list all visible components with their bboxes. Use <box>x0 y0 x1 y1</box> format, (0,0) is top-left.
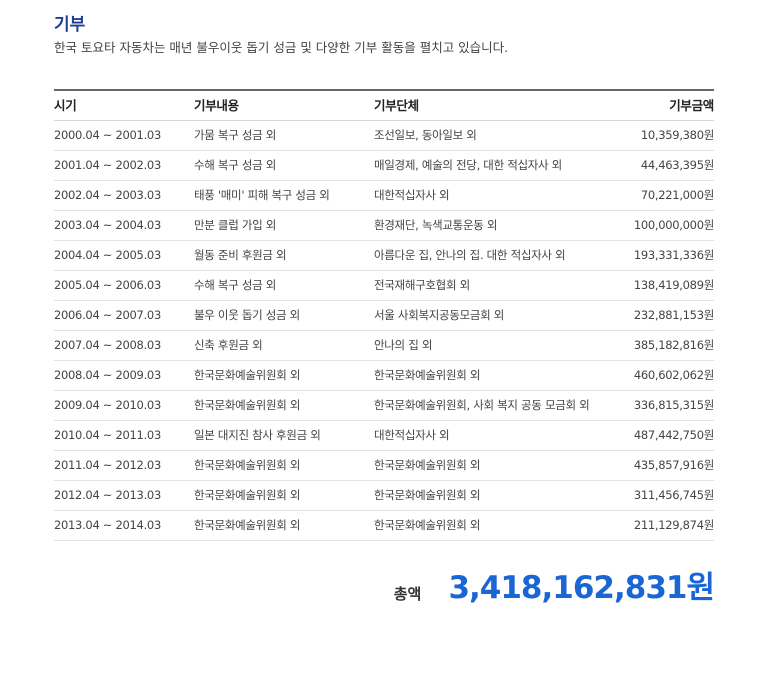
table-row: 2004.04 ~ 2005.03 월동 준비 후원금 외 아름다운 집, 안나의 … <box>54 241 714 271</box>
table-body: 2000.04 ~ 2001.03 가뭄 복구 성금 외 조선일보, 동아일보 외 1… <box>54 121 714 541</box>
cell-content: 가뭄 복구 성금 외 <box>194 128 277 142</box>
table-row: 2008.04 ~ 2009.03 한국문화예술위원회 외 한국문화예술위원회 외 4… <box>54 361 714 391</box>
cell-content: 한국문화예술위원회 외 <box>194 518 301 532</box>
cell-org: 대한적십자사 외 <box>374 188 450 202</box>
table-row: 2006.04 ~ 2007.03 불우 이웃 돕기 성금 외 서울 사회복지공동모… <box>54 301 714 331</box>
cell-org: 한국문화예술위원회, 사회 복지 공동 모금회 외 <box>374 398 590 412</box>
cell-period: 2005.04 ~ 2006.03 <box>54 278 161 292</box>
section-title: 기부 <box>54 15 86 35</box>
cell-content: 일본 대지진 참사 후원금 외 <box>194 428 321 442</box>
cell-org: 대한적십자사 외 <box>374 428 450 442</box>
cell-org: 아름다운 집, 안나의 집. 대한 적십자사 외 <box>374 248 566 262</box>
cell-org: 서울 사회복지공동모금회 외 <box>374 308 505 322</box>
cell-content: 만분 클럽 가입 외 <box>194 218 277 232</box>
cell-amount: 211,129,874원 <box>633 518 714 532</box>
cell-period: 2003.04 ~ 2004.03 <box>54 218 161 232</box>
donation-table: 시기 기부내용 기부단체 기부금액 2000.04 ~ 2001.03 가뭄 복구… <box>54 89 714 541</box>
cell-content: 한국문화예술위원회 외 <box>194 488 301 502</box>
cell-content: 태풍 '매미' 피해 복구 성금 외 <box>194 188 330 202</box>
table-row: 2012.04 ~ 2013.03 한국문화예술위원회 외 한국문화예술위원회 외 3… <box>54 481 714 511</box>
cell-amount: 487,442,750원 <box>633 428 714 442</box>
cell-amount: 10,359,380원 <box>640 128 714 142</box>
cell-org: 한국문화예술위원회 외 <box>374 368 481 382</box>
cell-org: 안나의 집 외 <box>374 338 433 352</box>
cell-amount: 460,602,062원 <box>633 368 714 382</box>
cell-period: 2010.04 ~ 2011.03 <box>54 428 161 442</box>
cell-period: 2013.04 ~ 2014.03 <box>54 518 161 532</box>
cell-period: 2002.04 ~ 2003.03 <box>54 188 161 202</box>
cell-period: 2004.04 ~ 2005.03 <box>54 248 161 262</box>
cell-period: 2009.04 ~ 2010.03 <box>54 398 161 412</box>
table-row: 2010.04 ~ 2011.03 일본 대지진 참사 후원금 외 대한적십자사 외… <box>54 421 714 451</box>
cell-org: 한국문화예술위원회 외 <box>374 458 481 472</box>
cell-period: 2006.04 ~ 2007.03 <box>54 308 161 322</box>
cell-period: 2008.04 ~ 2009.03 <box>54 368 161 382</box>
cell-amount: 336,815,315원 <box>633 398 714 412</box>
header-org: 기부단체 <box>374 98 419 113</box>
cell-content: 신축 후원금 외 <box>194 338 263 352</box>
cell-content: 한국문화예술위원회 외 <box>194 368 301 382</box>
header-period: 시기 <box>54 98 77 113</box>
cell-amount: 70,221,000원 <box>640 188 714 202</box>
section-description: 한국 토요타 자동차는 매년 불우이웃 돕기 성금 및 다양한 기부 활동을 펼… <box>54 40 509 55</box>
cell-content: 월동 준비 후원금 외 <box>194 248 287 262</box>
cell-period: 2000.04 ~ 2001.03 <box>54 128 161 142</box>
cell-amount: 435,857,916원 <box>633 458 714 472</box>
table-row: 2003.04 ~ 2004.03 만분 클럽 가입 외 환경재단, 녹색교통운동 … <box>54 211 714 241</box>
header-content: 기부내용 <box>194 98 239 113</box>
cell-content: 수해 복구 성금 외 <box>194 278 277 292</box>
cell-org: 환경재단, 녹색교통운동 외 <box>374 218 498 232</box>
cell-content: 불우 이웃 돕기 성금 외 <box>194 308 300 322</box>
cell-amount: 44,463,395원 <box>640 158 714 172</box>
cell-period: 2012.04 ~ 2013.03 <box>54 488 161 502</box>
cell-amount: 385,182,816원 <box>633 338 714 352</box>
cell-amount: 138,419,089원 <box>633 278 714 292</box>
cell-amount: 311,456,745원 <box>633 488 714 502</box>
cell-content: 한국문화예술위원회 외 <box>194 458 301 472</box>
table-header-row: 시기 기부내용 기부단체 기부금액 <box>54 91 714 121</box>
cell-period: 2007.04 ~ 2008.03 <box>54 338 161 352</box>
cell-period: 2011.04 ~ 2012.03 <box>54 458 161 472</box>
header-amount: 기부금액 <box>669 98 714 113</box>
cell-period: 2001.04 ~ 2002.03 <box>54 158 161 172</box>
cell-org: 전국재해구호협회 외 <box>374 278 470 292</box>
table-row: 2005.04 ~ 2006.03 수해 복구 성금 외 전국재해구호협회 외 138… <box>54 271 714 301</box>
total-summary: 총액 3,418,162,831원 <box>393 566 715 610</box>
table-row: 2000.04 ~ 2001.03 가뭄 복구 성금 외 조선일보, 동아일보 외 1… <box>54 121 714 151</box>
cell-amount: 100,000,000원 <box>633 218 714 232</box>
total-value: 3,418,162,831원 <box>448 570 715 606</box>
cell-org: 조선일보, 동아일보 외 <box>374 128 477 142</box>
table-row: 2011.04 ~ 2012.03 한국문화예술위원회 외 한국문화예술위원회 외 4… <box>54 451 714 481</box>
table-row: 2007.04 ~ 2008.03 신축 후원금 외 안나의 집 외 385,182,… <box>54 331 714 361</box>
cell-content: 한국문화예술위원회 외 <box>194 398 301 412</box>
table-row: 2013.04 ~ 2014.03 한국문화예술위원회 외 한국문화예술위원회 외 2… <box>54 511 714 541</box>
cell-org: 매일경제, 예술의 전당, 대한 적십자사 외 <box>374 158 562 172</box>
cell-amount: 232,881,153원 <box>633 308 714 322</box>
table-row: 2001.04 ~ 2002.03 수해 복구 성금 외 매일경제, 예술의 전당,… <box>54 151 714 181</box>
cell-org: 한국문화예술위원회 외 <box>374 518 481 532</box>
table-row: 2002.04 ~ 2003.03 태풍 '매미' 피해 복구 성금 외 대한적십자… <box>54 181 714 211</box>
cell-amount: 193,331,336원 <box>633 248 714 262</box>
cell-org: 한국문화예술위원회 외 <box>374 488 481 502</box>
cell-content: 수해 복구 성금 외 <box>194 158 277 172</box>
table-row: 2009.04 ~ 2010.03 한국문화예술위원회 외 한국문화예술위원회, 사… <box>54 391 714 421</box>
total-label: 총액 <box>393 585 422 603</box>
